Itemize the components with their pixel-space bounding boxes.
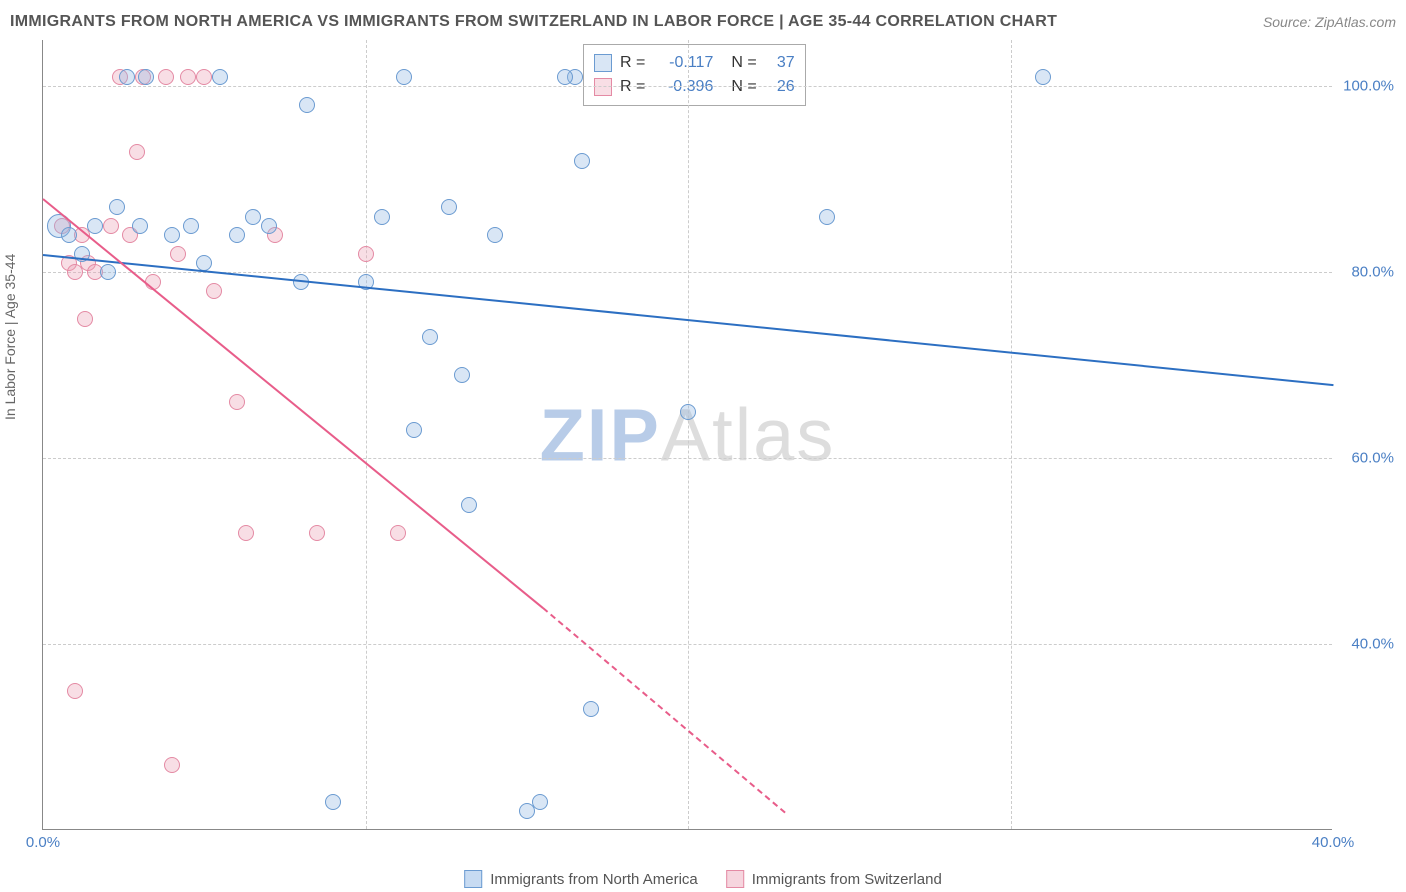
series-legend: Immigrants from North America Immigrants … — [464, 870, 942, 888]
scatter-point — [374, 209, 390, 225]
scatter-point — [196, 69, 212, 85]
y-axis-label: In Labor Force | Age 35-44 — [2, 254, 18, 420]
y-tick-label: 100.0% — [1343, 78, 1394, 95]
legend-swatch — [594, 54, 612, 72]
y-tick-label: 40.0% — [1351, 636, 1394, 653]
scatter-point — [229, 394, 245, 410]
x-tick-label: 40.0% — [1312, 834, 1355, 851]
scatter-point — [532, 794, 548, 810]
scatter-point — [325, 794, 341, 810]
trend-line — [42, 198, 543, 608]
scatter-point — [680, 404, 696, 420]
trend-line-extrapolated — [542, 607, 785, 813]
scatter-point — [557, 69, 573, 85]
scatter-point — [487, 227, 503, 243]
scatter-point — [100, 264, 116, 280]
scatter-point — [406, 422, 422, 438]
scatter-point — [67, 683, 83, 699]
scatter-point — [164, 227, 180, 243]
scatter-point — [245, 209, 261, 225]
legend-n-value: 37 — [765, 54, 795, 72]
scatter-point — [461, 497, 477, 513]
series-legend-label: Immigrants from Switzerland — [752, 871, 942, 888]
correlation-legend: R =-0.117N =37R =-0.396N =26 — [583, 44, 806, 106]
legend-r-value: -0.117 — [653, 54, 713, 72]
scatter-point — [229, 227, 245, 243]
scatter-point — [441, 199, 457, 215]
scatter-point — [390, 525, 406, 541]
scatter-point — [819, 209, 835, 225]
legend-r-label: R = — [620, 54, 645, 72]
series-legend-item: Immigrants from North America — [464, 870, 698, 888]
scatter-point — [454, 367, 470, 383]
gridline-v — [366, 40, 367, 829]
scatter-point — [196, 255, 212, 271]
scatter-point — [129, 144, 145, 160]
scatter-point — [180, 69, 196, 85]
scatter-point — [183, 218, 199, 234]
scatter-point — [1035, 69, 1051, 85]
scatter-point — [574, 153, 590, 169]
scatter-point — [206, 283, 222, 299]
scatter-point — [164, 757, 180, 773]
y-tick-label: 60.0% — [1351, 450, 1394, 467]
chart-title: IMMIGRANTS FROM NORTH AMERICA VS IMMIGRA… — [10, 13, 1057, 31]
title-bar: IMMIGRANTS FROM NORTH AMERICA VS IMMIGRA… — [10, 8, 1396, 36]
y-tick-label: 80.0% — [1351, 264, 1394, 281]
watermark-brand-a: ZIP — [540, 393, 661, 476]
scatter-point — [119, 69, 135, 85]
scatter-point — [358, 246, 374, 262]
legend-swatch — [464, 870, 482, 888]
source-attribution: Source: ZipAtlas.com — [1263, 14, 1396, 30]
scatter-point — [583, 701, 599, 717]
scatter-point — [309, 525, 325, 541]
scatter-point — [77, 311, 93, 327]
scatter-point — [158, 69, 174, 85]
scatter-point — [261, 218, 277, 234]
legend-swatch — [726, 870, 744, 888]
scatter-point — [132, 218, 148, 234]
gridline-v — [688, 40, 689, 829]
plot-area: ZIPAtlas R =-0.117N =37R =-0.396N =26 40… — [42, 40, 1332, 830]
series-legend-label: Immigrants from North America — [490, 871, 698, 888]
scatter-point — [422, 329, 438, 345]
scatter-point — [138, 69, 154, 85]
scatter-point — [299, 97, 315, 113]
scatter-point — [396, 69, 412, 85]
x-tick-label: 0.0% — [26, 834, 60, 851]
scatter-point — [170, 246, 186, 262]
legend-row: R = -0.117 N = 37 — [594, 51, 795, 75]
gridline-v — [1011, 40, 1012, 829]
series-legend-item: Immigrants from Switzerland — [726, 870, 942, 888]
scatter-point — [87, 218, 103, 234]
legend-n-label: N = — [731, 54, 756, 72]
scatter-point — [212, 69, 228, 85]
scatter-point — [61, 227, 77, 243]
chart-container: IMMIGRANTS FROM NORTH AMERICA VS IMMIGRA… — [0, 0, 1406, 892]
scatter-point — [238, 525, 254, 541]
scatter-point — [103, 218, 119, 234]
scatter-point — [109, 199, 125, 215]
